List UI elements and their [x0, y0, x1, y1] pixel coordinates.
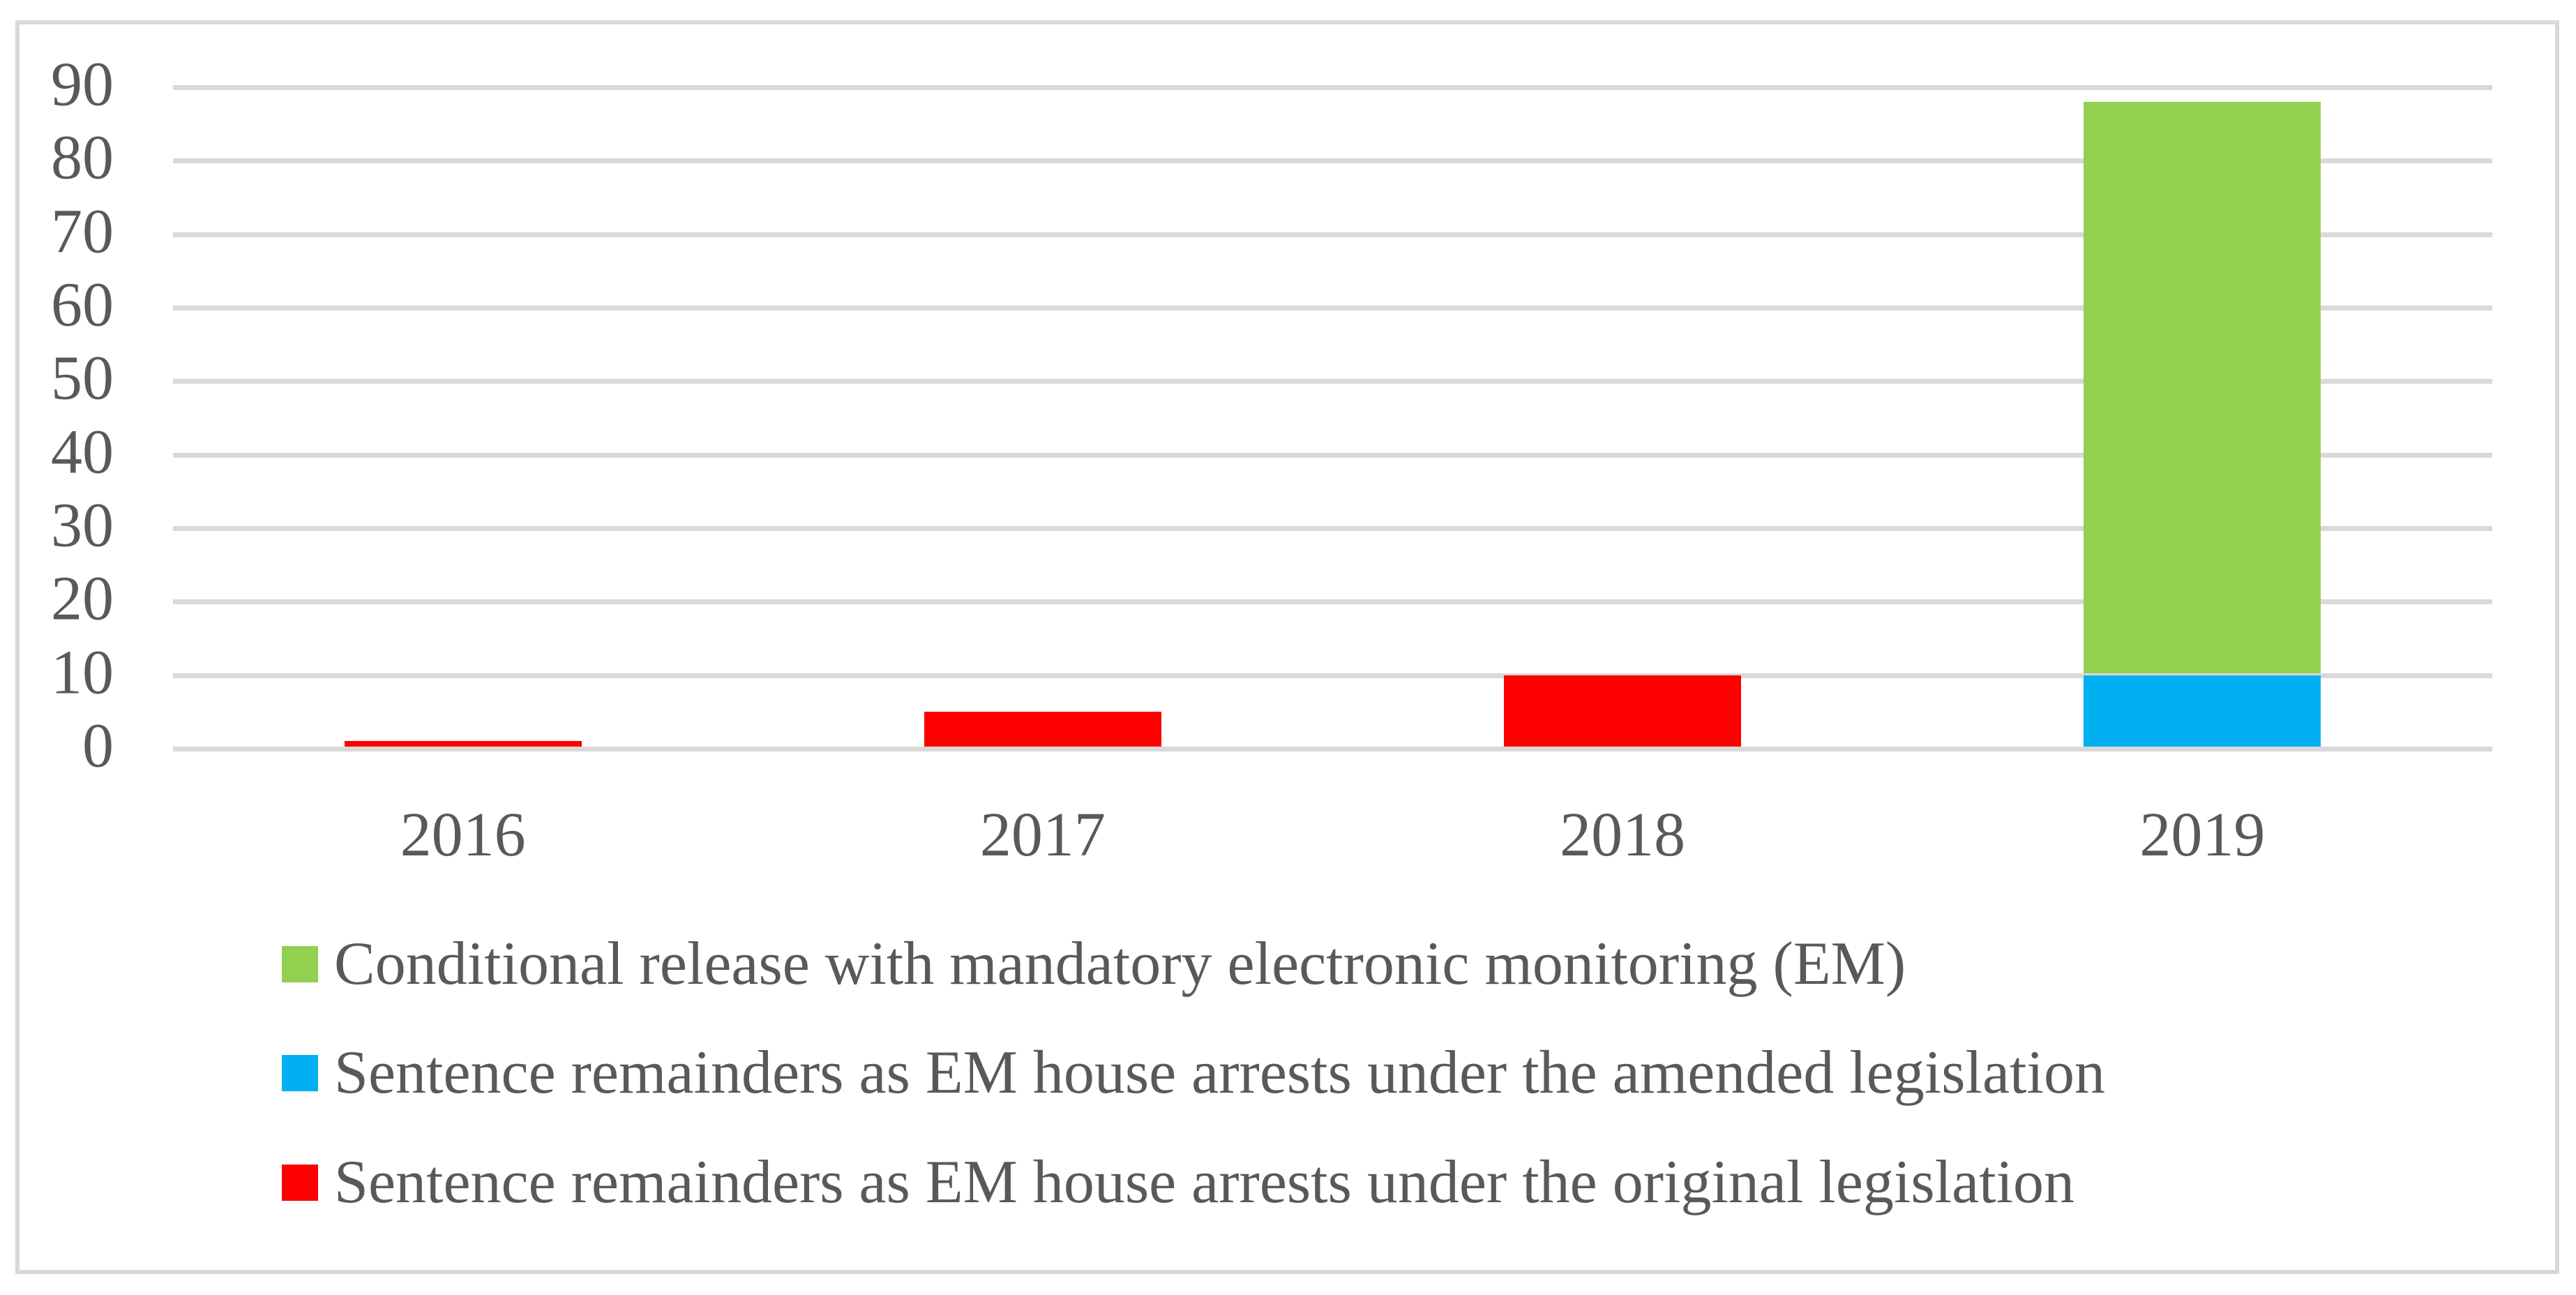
chart-frame [15, 20, 2559, 1274]
